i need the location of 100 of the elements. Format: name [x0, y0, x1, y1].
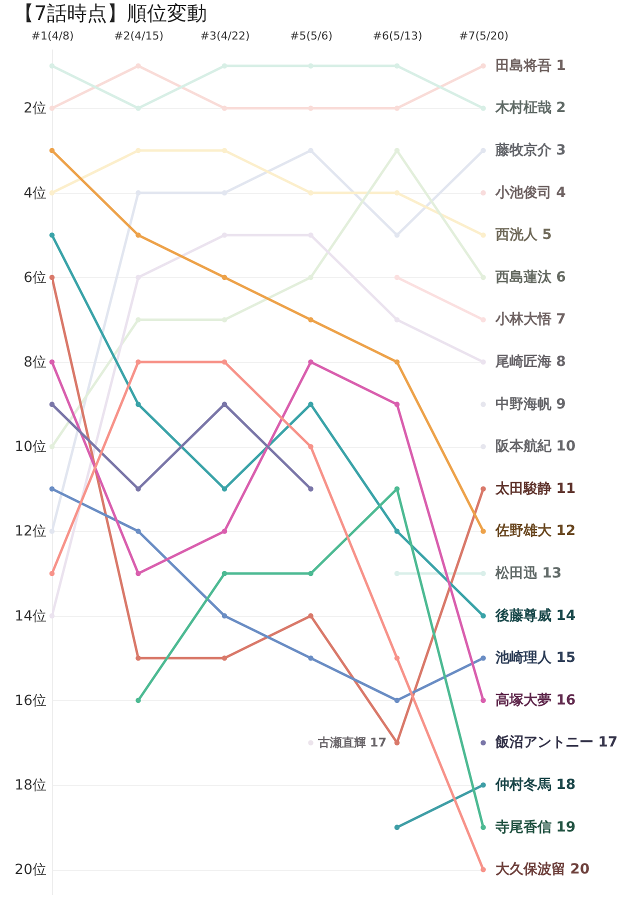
series-label: 田島将吾 1 [495, 58, 566, 74]
point [222, 190, 228, 196]
point [136, 190, 141, 196]
series-label: 大久保波留 20 [495, 862, 590, 878]
point [480, 570, 486, 576]
point [49, 106, 55, 111]
point [394, 232, 400, 238]
point [480, 317, 486, 322]
point [49, 190, 55, 196]
point [49, 613, 55, 618]
point [308, 613, 314, 618]
series-label: 木村柾哉 2 [494, 100, 566, 116]
point [394, 106, 400, 111]
series-label: 飯沼アントニー 17 [494, 734, 618, 751]
point [480, 782, 486, 788]
point [480, 486, 486, 492]
series-label: 古瀬直輝 17 [316, 736, 387, 750]
point [49, 148, 55, 154]
point [394, 402, 400, 407]
x-tick-label: #1(4/8) [31, 30, 74, 42]
point [222, 106, 228, 111]
point [222, 528, 228, 534]
y-tick-label: 6位 [24, 270, 46, 286]
point [49, 570, 55, 576]
point [222, 655, 228, 661]
point [308, 317, 314, 322]
series-label: 後藤尊威 14 [494, 606, 576, 624]
point [308, 402, 314, 407]
x-tick-label: #2(4/15) [114, 30, 164, 42]
chart-title: 【7話時点】順位変動 [14, 1, 207, 25]
point [394, 63, 400, 69]
point [308, 444, 314, 450]
point [136, 106, 141, 111]
point [308, 359, 314, 365]
point [394, 274, 400, 280]
y-tick-label: 16位 [14, 692, 46, 709]
point [394, 317, 400, 322]
point [480, 232, 486, 238]
y-tick-label: 18位 [14, 778, 46, 794]
point [308, 190, 314, 196]
point [308, 106, 314, 111]
point [222, 402, 228, 407]
point [394, 528, 400, 534]
point [222, 148, 228, 154]
y-tick-label: 8位 [24, 354, 46, 371]
point [394, 190, 400, 196]
point [136, 148, 141, 154]
point [394, 359, 400, 365]
point [480, 528, 486, 534]
point [49, 486, 55, 492]
point [49, 232, 55, 238]
point [308, 655, 314, 661]
point [308, 148, 314, 154]
point [136, 274, 141, 280]
point [136, 317, 141, 322]
point [136, 655, 141, 661]
point [49, 63, 55, 69]
point [136, 486, 141, 492]
point [394, 824, 400, 830]
series-label: 仲村冬馬 18 [494, 777, 576, 794]
series-label: 西洸人 5 [494, 227, 552, 244]
point [480, 824, 486, 830]
point [49, 359, 55, 365]
point [480, 148, 486, 154]
x-tick-label: #3(4/22) [200, 30, 250, 42]
point [394, 655, 400, 661]
x-tick-label: #6(5/13) [372, 30, 422, 42]
point [480, 698, 486, 704]
point [222, 570, 228, 576]
point [480, 106, 486, 111]
series-label: 佐野雄大 12 [494, 523, 576, 540]
series-label: 西島蓮汰 6 [494, 269, 566, 286]
point [136, 63, 141, 69]
point [480, 613, 486, 618]
point [308, 232, 314, 238]
point [394, 698, 400, 704]
y-tick-label: 4位 [24, 185, 46, 202]
series-label: 小林大悟 7 [494, 312, 566, 328]
point [136, 232, 141, 238]
point [480, 866, 486, 872]
series-label: 高塚大夢 16 [495, 691, 576, 708]
series-label: 阪本航紀 10 [495, 438, 576, 455]
point [222, 613, 228, 618]
point [480, 359, 486, 365]
point [136, 359, 141, 365]
point [136, 402, 141, 407]
x-tick-label: #5(5/6) [290, 30, 333, 42]
point [222, 317, 228, 322]
point [49, 402, 55, 407]
point [308, 570, 314, 576]
series-label: 松田迅 13 [494, 566, 562, 582]
series-label: 小池俊司 4 [494, 184, 566, 201]
point [49, 528, 55, 534]
point [136, 528, 141, 534]
point [222, 274, 228, 280]
point [136, 570, 141, 576]
point [308, 63, 314, 69]
point [222, 63, 228, 69]
series-label: 藤牧京介 3 [494, 142, 566, 159]
series-label: 太田駿静 11 [494, 480, 576, 497]
